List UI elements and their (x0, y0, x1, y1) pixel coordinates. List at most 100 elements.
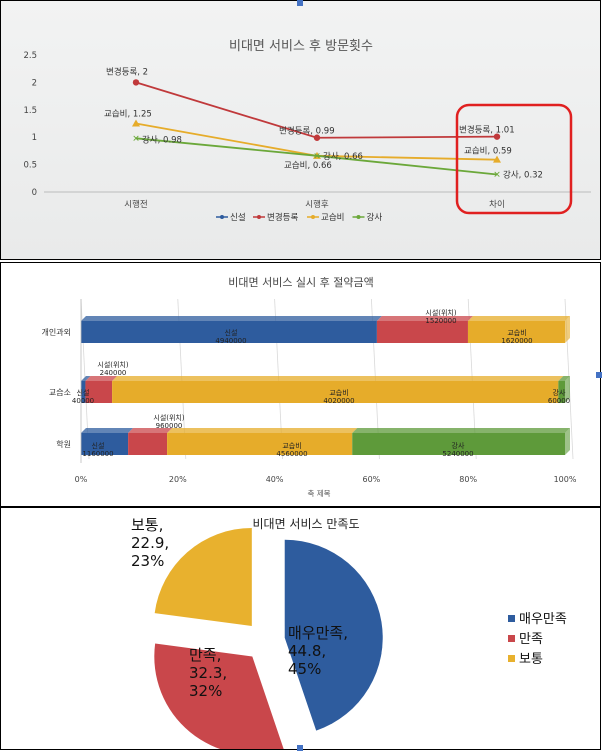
x-tick-label: 0% (75, 475, 88, 484)
segment-label-value: 40000 (72, 397, 94, 405)
segment-label-value: 1620000 (501, 337, 532, 345)
bar-top-face (467, 316, 570, 321)
x-axis-title: 축 제목 (307, 489, 330, 498)
bar-segment-신설 (81, 321, 377, 343)
data-label: 교습비, 0.59 (464, 147, 512, 157)
resize-handle[interactable] (297, 745, 303, 751)
data-point (493, 155, 501, 163)
slice-label: 매우만족, (288, 624, 348, 642)
data-point: ✕ (313, 152, 321, 162)
stacked-bar-chart: 비대면 서비스 실시 후 절약금액 신설4940000시설(위치)1520000… (42, 275, 577, 498)
slice-label: 32% (189, 682, 222, 700)
pie-slice-보통 (154, 527, 252, 626)
data-label: 교습비, 1.25 (104, 110, 152, 120)
resize-handle[interactable] (596, 372, 602, 378)
segment-label-value: 5240000 (442, 450, 473, 458)
x-tick-label: 80% (459, 475, 477, 484)
bar-segment-시설(위치) (128, 433, 168, 455)
segment-label-name: 시설(위치) (97, 360, 128, 369)
chart-title: 비대면 서비스 후 방문횟수 (229, 39, 373, 54)
bar-top-face (81, 376, 91, 381)
legend-marker (356, 215, 361, 219)
bar-segment-신설 (81, 381, 86, 403)
x-tick-label: 시행전 (124, 199, 147, 210)
bar-segment-신설 (81, 433, 129, 455)
data-label: 강사, 0.66 (323, 151, 363, 162)
segment-label-value: 1520000 (425, 317, 456, 325)
data-point: ✕ (132, 134, 140, 144)
legend-entry: 보통 (519, 652, 543, 667)
segment-label-name: 교습비 (282, 441, 301, 450)
x-tick-label: 100% (554, 475, 577, 484)
resize-handle[interactable] (297, 0, 303, 6)
slice-label: 만족, (189, 646, 221, 664)
series-line-강사 (135, 137, 498, 176)
y-tick-label: 0.5 (23, 161, 37, 171)
legend-swatch (508, 655, 515, 662)
pie-chart: 비대면 서비스 만족도 매우만족,44.8,45%만족,32.3,32%보통,2… (131, 516, 567, 749)
data-label: 변경등록, 1.01 (459, 125, 515, 136)
data-label: 교습비, 0.66 (284, 161, 332, 171)
bar-top-face (167, 428, 358, 433)
bar-segment-교습비 (112, 381, 559, 403)
data-label: 강사, 0.32 (503, 169, 543, 180)
data-point (493, 133, 501, 140)
data-point: ✕ (493, 170, 501, 180)
slice-label: 22.9, (131, 534, 169, 552)
data-point (132, 119, 140, 127)
legend-swatch (508, 635, 515, 642)
highlight-box (455, 103, 573, 215)
legend-entry: 교습비 (321, 213, 344, 223)
bar-chart-panel: 비대면 서비스 실시 후 절약금액 신설 4940000 시설(위치) 1520000… (0, 262, 601, 507)
segment-label-value: 1160000 (82, 450, 113, 458)
y-tick-label: 교습소 (49, 388, 71, 397)
legend-marker (311, 215, 315, 219)
y-tick-label: 1 (32, 133, 37, 143)
segment-label-value: 4940000 (215, 337, 246, 345)
legend-marker (220, 215, 224, 219)
slice-label: 23% (131, 552, 164, 570)
bar-top-face (352, 428, 570, 433)
line-chart-panel: 비대면 서비스 후 방문횟수 0 0.5 1 1.5 2 2.5 시행전 시행후 차이 ✕ ✕ ✕ … (0, 0, 601, 260)
x-tick-label: 차이 (489, 199, 505, 210)
slice-label: 32.3, (189, 664, 227, 682)
segment-label-name: 시설(위치) (425, 308, 456, 317)
slice-label: 45% (288, 660, 321, 678)
bar-segment-교습비 (167, 433, 353, 455)
bar-segment-시설(위치) (376, 321, 468, 343)
data-label: 변경등록, 2 (106, 66, 148, 77)
segment-label-value: 4560000 (276, 450, 307, 458)
pie-chart-panel: 비대면 서비스 만족도 매우만족, 44.8, 45% 만족, 32.3, 32% 보통, 2… (0, 507, 601, 750)
slice-label: 보통, (131, 516, 163, 534)
legend-entry: 신설 (230, 212, 246, 223)
segment-label-name: 신설 (92, 441, 105, 450)
x-tick-label: 시행후 (305, 199, 329, 210)
bar-segment-강사 (558, 381, 565, 403)
segment-label-value: 4020000 (323, 397, 354, 405)
segment-label-value: 60000 (548, 397, 570, 405)
bar-side-face (565, 428, 570, 455)
segment-label-name: 교습비 (329, 388, 348, 397)
y-tick-label: 2 (32, 78, 37, 88)
x-tick-label: 40% (266, 475, 284, 484)
pie-slice-만족 (154, 643, 284, 749)
data-point (313, 134, 321, 141)
bar-top-face (81, 428, 134, 433)
segment-label-value: 240000 (100, 369, 127, 377)
bar-top-face (112, 376, 564, 381)
legend-marker (257, 215, 261, 219)
bar-top-face (376, 316, 473, 321)
data-label: 변경등록, 0.99 (279, 126, 335, 137)
segment-label-name: 강사 (452, 441, 465, 450)
chart-title: 비대면 서비스 실시 후 절약금액 (228, 275, 374, 289)
segment-label-name: 교습비 (507, 328, 526, 337)
legend-entry: 매우만족 (519, 612, 567, 627)
y-tick-label: 2.5 (23, 51, 37, 61)
legend-entry: 만족 (519, 632, 543, 647)
legend-entry: 강사 (367, 212, 383, 223)
y-tick-label: 개인과외 (42, 327, 71, 337)
pie-slice-매우만족 (284, 539, 383, 731)
x-tick-label: 20% (169, 475, 187, 484)
legend-entry: 변경등록 (267, 212, 298, 223)
segment-label-name: 시설(위치) (153, 413, 184, 422)
